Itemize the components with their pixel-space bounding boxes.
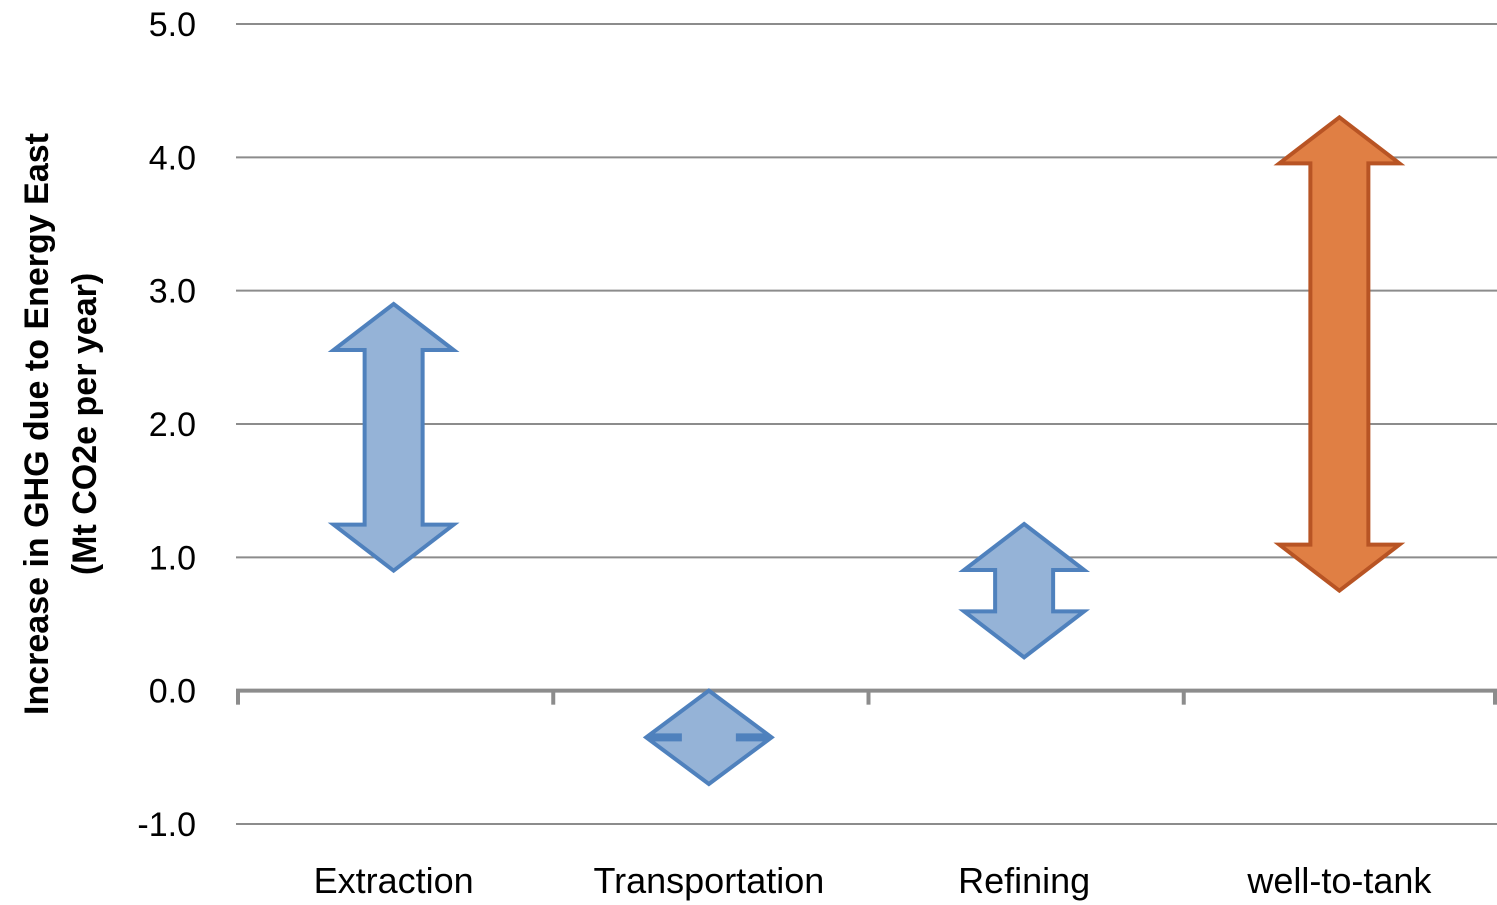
range-arrow-extraction (327, 301, 460, 574)
range-arrows (327, 114, 1406, 787)
y-tick-label: -1.0 (137, 806, 196, 844)
gridlines (236, 23, 1497, 825)
y-tick-labels: -1.0 0.0 1.0 2.0 3.0 4.0 5.0 (137, 6, 196, 844)
y-tick-label: 5.0 (149, 6, 196, 44)
y-axis-title-line2: (Mt CO2e per year) (66, 273, 104, 575)
y-tick-label: 4.0 (149, 139, 196, 177)
y-tick-label: 1.0 (149, 539, 196, 577)
category-labels: Extraction Transportation Refining well-to-… (314, 860, 1433, 901)
range-arrow-refining (958, 521, 1091, 660)
y-tick-label: 2.0 (149, 406, 196, 444)
y-tick-label: 3.0 (149, 273, 196, 311)
x-axis (236, 688, 1497, 705)
category-label: Transportation (593, 860, 824, 901)
y-tick-label: 0.0 (149, 673, 196, 711)
category-label: Extraction (314, 860, 474, 901)
category-label: Refining (958, 860, 1090, 901)
range-arrow-well-to-tank (1273, 114, 1406, 594)
category-label: well-to-tank (1246, 860, 1432, 901)
y-axis-title-line1: Increase in GHG due to Energy East (18, 133, 56, 715)
range-arrow-transportation (642, 688, 775, 787)
